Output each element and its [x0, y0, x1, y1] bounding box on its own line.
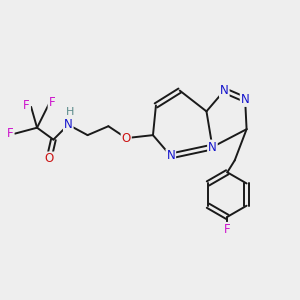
Text: F: F: [23, 99, 30, 112]
Text: N: N: [241, 93, 250, 106]
Text: N: N: [208, 140, 217, 154]
Text: O: O: [122, 132, 131, 145]
Text: H: H: [66, 107, 74, 117]
Text: F: F: [224, 223, 231, 236]
Text: N: N: [64, 118, 73, 131]
Text: N: N: [167, 149, 175, 162]
Text: N: N: [220, 84, 229, 97]
Text: F: F: [7, 127, 14, 140]
Text: F: F: [49, 96, 55, 109]
Text: O: O: [44, 152, 54, 165]
